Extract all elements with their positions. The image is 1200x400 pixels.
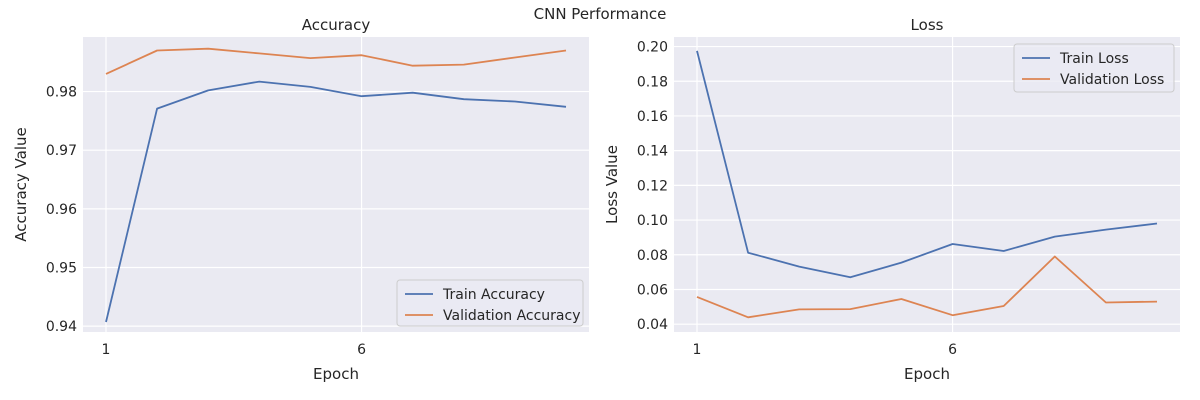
y-tick-label: 0.97 — [46, 143, 77, 159]
y-axis-label: Accuracy Value — [12, 127, 30, 241]
x-axis-label: Epoch — [904, 365, 950, 383]
subplot-title: Accuracy — [302, 16, 371, 34]
y-tick-label: 0.06 — [637, 282, 668, 298]
legend-frame — [1013, 43, 1175, 93]
y-axis-label: Loss Value — [603, 145, 621, 224]
y-tick-label: 0.04 — [637, 317, 668, 333]
y-tick-label: 0.12 — [637, 178, 668, 194]
x-tick-label: 6 — [948, 342, 957, 358]
x-tick-label: 1 — [693, 342, 702, 358]
x-tick-label: 6 — [357, 342, 366, 358]
legend-label: Validation Accuracy — [443, 308, 581, 324]
legend-label: Train Loss — [1059, 51, 1129, 67]
y-tick-label: 0.20 — [637, 40, 668, 56]
x-tick-label: 1 — [102, 342, 111, 358]
x-axis-label: Epoch — [313, 365, 359, 383]
y-tick-label: 0.18 — [637, 74, 668, 90]
subplot-1: 0.94 0.95 0.96 0.97 0.98 1 6 Accuracy Epoch Accur… — [12, 16, 589, 383]
legend-frame — [396, 279, 584, 327]
legend: Train Accuracy Validation Accuracy — [396, 279, 584, 327]
legend-label: Validation Loss — [1060, 72, 1164, 88]
legend: Train Loss Validation Loss — [1013, 43, 1175, 93]
y-tick-label: 0.96 — [46, 202, 77, 218]
y-tick-label: 0.14 — [637, 144, 668, 160]
series-line — [105, 47, 567, 75]
series-line — [696, 255, 1158, 319]
subplot-title: Loss — [911, 16, 944, 34]
legend-label: Train Accuracy — [442, 287, 545, 303]
series-line — [696, 50, 1158, 279]
y-tick-label: 0.10 — [637, 213, 668, 229]
y-tick-label: 0.16 — [637, 109, 668, 125]
y-tick-label: 0.95 — [46, 260, 77, 276]
figure-title: CNN Performance — [533, 5, 667, 23]
series-line — [105, 80, 567, 323]
subplot-2: 0.04 0.06 0.08 0.10 0.12 0.14 0.16 0.18 0.20 1 6 Lo… — [603, 16, 1180, 383]
y-tick-label: 0.94 — [46, 319, 77, 335]
y-tick-label: 0.08 — [637, 248, 668, 264]
y-tick-label: 0.98 — [46, 85, 77, 101]
